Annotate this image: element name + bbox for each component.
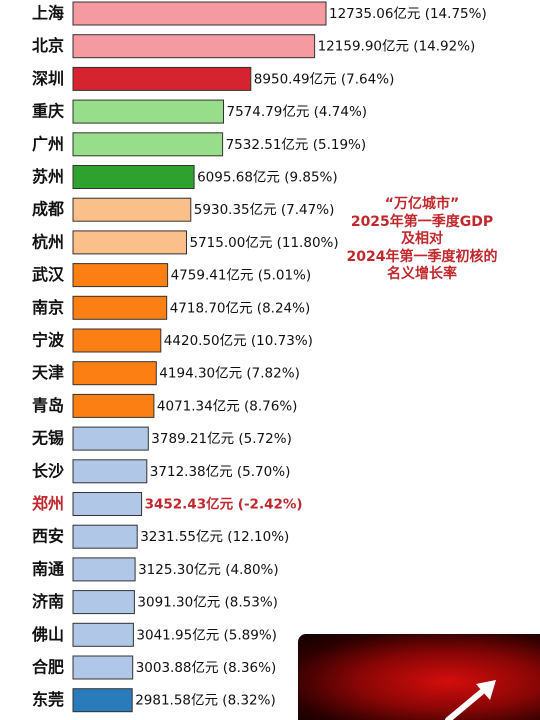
category-label: 上海 xyxy=(32,4,64,23)
category-label: 北京 xyxy=(32,36,64,55)
bar xyxy=(72,1,327,26)
category-label: 西安 xyxy=(32,527,64,546)
bar xyxy=(72,688,133,713)
bar xyxy=(72,590,135,615)
data-label: 4071.34亿元 (8.76%) xyxy=(157,398,298,414)
data-label: 4194.30亿元 (7.82%) xyxy=(159,366,300,382)
bar xyxy=(72,524,138,549)
category-label: 青岛 xyxy=(32,396,64,415)
data-label: 4759.41亿元 (5.01%) xyxy=(171,268,312,284)
data-label: 3789.21亿元 (5.72%) xyxy=(151,431,292,447)
title-line-2: 2025年第一季度GDP xyxy=(350,213,494,230)
data-label: 12735.06亿元 (14.75%) xyxy=(329,6,487,22)
title-line-5: 名义增长率 xyxy=(387,266,457,282)
category-label: 天津 xyxy=(32,363,64,382)
category-label: 合肥 xyxy=(32,658,64,677)
bar xyxy=(72,655,134,680)
title-line-4: 2024年第一季度初核的 xyxy=(346,248,498,265)
bar xyxy=(72,66,252,91)
bar xyxy=(72,557,136,582)
bar xyxy=(72,393,155,418)
category-label: 佛山 xyxy=(31,625,64,644)
data-label: 3231.55亿元 (12.10%) xyxy=(140,529,289,545)
category-label: 苏州 xyxy=(32,167,64,186)
data-label: 2981.58亿元 (8.32%) xyxy=(135,693,276,709)
data-label: 3041.95亿元 (5.89%) xyxy=(136,627,277,643)
bar xyxy=(72,230,187,255)
bar xyxy=(72,132,224,157)
category-label: 重庆 xyxy=(32,102,64,121)
category-label: 广州 xyxy=(32,134,64,153)
data-label: 8950.49亿元 (7.64%) xyxy=(254,71,395,87)
category-label: 南京 xyxy=(32,298,64,317)
data-label: 3712.38亿元 (5.70%) xyxy=(150,464,291,480)
corner-growth-graphic xyxy=(298,634,540,720)
category-label: 深圳 xyxy=(32,69,64,88)
bar xyxy=(72,328,162,353)
data-label: 5930.35亿元 (7.47%) xyxy=(194,202,335,218)
category-label: 杭州 xyxy=(32,232,64,251)
data-label: 5715.00亿元 (11.80%) xyxy=(190,235,339,251)
category-label: 南通 xyxy=(32,559,64,578)
category-label: 宁波 xyxy=(32,331,65,350)
data-label: 12159.90亿元 (14.92%) xyxy=(318,39,476,55)
bar xyxy=(72,295,168,320)
data-label: 4718.70亿元 (8.24%) xyxy=(170,300,311,316)
bar xyxy=(72,361,157,386)
category-label: 武汉 xyxy=(32,265,65,284)
bar xyxy=(72,622,134,647)
bar xyxy=(72,165,195,189)
data-label: 6095.68亿元 (9.85%) xyxy=(197,170,338,186)
category-label: 东莞 xyxy=(32,690,64,709)
bar xyxy=(72,34,316,59)
bar xyxy=(72,459,148,484)
data-label: 3452.43亿元 (-2.42%) xyxy=(145,496,303,513)
category-label: 成都 xyxy=(32,200,64,219)
category-label: 郑州 xyxy=(32,494,64,513)
bar xyxy=(72,99,224,124)
growth-arrow-icon xyxy=(445,680,496,720)
bar xyxy=(72,426,149,451)
chart-title: “万亿城市” 2025年第一季度GDP 及相对 2024年第一季度初核的 名义增… xyxy=(318,196,526,284)
bar xyxy=(72,197,192,222)
data-label: 3003.88亿元 (8.36%) xyxy=(136,660,277,676)
title-line-1: “万亿城市” xyxy=(384,196,460,212)
data-label: 3125.30亿元 (4.80%) xyxy=(138,562,279,578)
data-label: 3091.30亿元 (8.53%) xyxy=(137,595,278,611)
data-label: 7574.79亿元 (4.74%) xyxy=(227,104,368,120)
title-line-3: 及相对 xyxy=(401,231,443,247)
category-label: 济南 xyxy=(32,592,64,611)
category-label: 无锡 xyxy=(31,429,64,448)
data-label: 4420.50亿元 (10.73%) xyxy=(164,333,313,349)
category-label: 长沙 xyxy=(32,461,64,480)
data-label: 7532.51亿元 (5.19%) xyxy=(226,137,367,153)
bar xyxy=(72,263,169,288)
bar xyxy=(72,492,143,516)
